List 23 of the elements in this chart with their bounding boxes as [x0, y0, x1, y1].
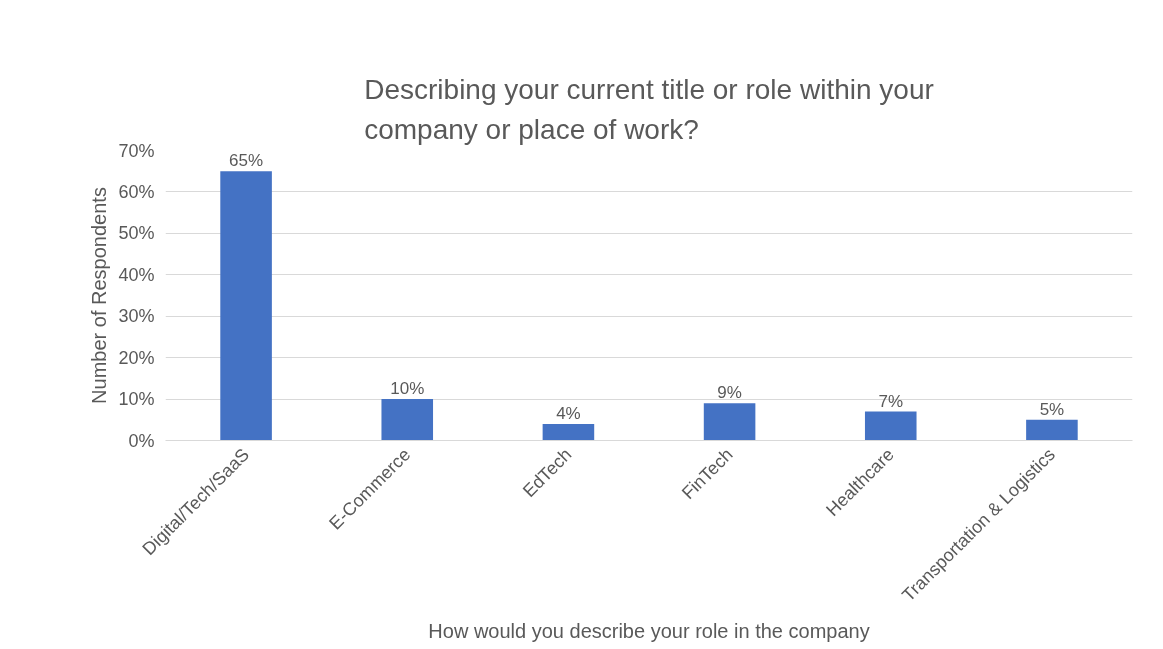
bar [864, 411, 917, 441]
chart-title: Describing your current title or role within your company or place of work? [364, 74, 934, 146]
bar [542, 423, 595, 441]
bar [220, 171, 272, 441]
y-tick-label: 20% [118, 347, 155, 368]
y-tick-label: 70% [118, 140, 155, 161]
y-tick-label: 30% [118, 306, 155, 327]
data-label: 10% [390, 379, 425, 399]
bar [703, 403, 756, 441]
y-tick-label: 10% [118, 389, 155, 410]
data-label: 7% [878, 391, 904, 411]
bar [381, 399, 434, 441]
data-label: 65% [229, 151, 264, 171]
y-tick-label: 60% [118, 181, 155, 202]
y-tick-label: 0% [128, 430, 155, 451]
bar [1026, 419, 1078, 441]
y-axis-title: Number of Respondents [88, 187, 111, 404]
data-label: 5% [1039, 399, 1065, 419]
y-tick-label: 50% [118, 223, 155, 244]
y-tick-label: 40% [118, 264, 155, 285]
data-label: 4% [556, 403, 581, 423]
data-label: 9% [717, 383, 742, 403]
x-axis-title: How would you describe your role in the company [428, 620, 870, 643]
